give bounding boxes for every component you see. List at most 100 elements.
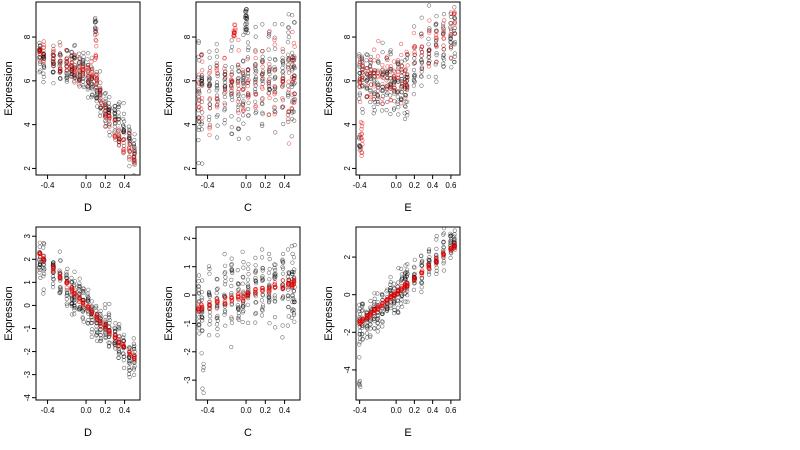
data-point (215, 326, 220, 332)
fitted-point (245, 83, 251, 89)
fitted-point (357, 99, 363, 105)
fitted-point (37, 47, 43, 53)
data-point (207, 89, 212, 94)
data-point (286, 296, 291, 302)
data-point (240, 319, 245, 325)
data-point (260, 123, 265, 128)
fitted-point (280, 285, 285, 290)
data-point (116, 355, 121, 361)
data-point (388, 49, 393, 55)
fitted-point (132, 352, 137, 358)
data-point (290, 293, 295, 298)
data-point (215, 123, 220, 128)
fitted-point (222, 66, 227, 71)
data-point (273, 110, 278, 115)
y-tick-label: -3 (183, 376, 192, 384)
fitted-point (196, 72, 202, 77)
data-point (127, 127, 132, 132)
fitted-point (89, 68, 95, 74)
x-tick-label: 0.0 (391, 181, 403, 190)
data-point (280, 49, 285, 54)
fitted-point (384, 56, 389, 61)
data-point (200, 161, 205, 166)
fitted-point (434, 43, 439, 48)
data-point (260, 57, 265, 63)
fitted-point (103, 105, 108, 110)
data-point (241, 94, 246, 99)
data-point (405, 299, 410, 304)
x-tick-label: -0.4 (353, 406, 367, 415)
data-point (396, 112, 401, 117)
fitted-point (411, 30, 417, 36)
fitted-point (426, 264, 431, 270)
data-point (131, 336, 136, 341)
data-point (116, 348, 121, 353)
fitted-point (214, 66, 219, 71)
data-point (93, 29, 98, 34)
data-point (385, 90, 390, 96)
data-point (259, 313, 265, 318)
data-point (103, 96, 108, 101)
panel-p1: -0.4 0.0 0.2 0.4 2 4 6 8 D Expression (3, 1, 141, 214)
fitted-point (214, 103, 219, 108)
data-point (132, 372, 137, 378)
data-point (207, 114, 212, 119)
fitted-point (392, 74, 397, 79)
fitted-point (388, 72, 393, 78)
fitted-point (396, 88, 401, 94)
data-point (72, 54, 77, 59)
data-point (235, 76, 240, 81)
fitted-point (399, 52, 404, 58)
data-point (391, 311, 397, 316)
data-point (266, 270, 272, 275)
data-point (280, 22, 285, 27)
fitted-point (291, 280, 296, 285)
data-point (292, 312, 297, 317)
data-point (281, 69, 286, 74)
data-point (86, 295, 91, 300)
fitted-point (69, 62, 74, 68)
data-point (222, 292, 227, 297)
data-point (85, 293, 90, 298)
data-point (58, 288, 63, 293)
data-point (412, 257, 417, 262)
fitted-point (214, 306, 220, 311)
x-axis-label: C (244, 202, 252, 214)
data-point (72, 305, 77, 311)
data-point (426, 257, 431, 262)
data-point (81, 286, 86, 291)
data-point (196, 127, 201, 132)
fitted-point (41, 45, 46, 50)
data-point (235, 281, 240, 286)
data-point (117, 100, 122, 105)
data-point (89, 94, 94, 100)
data-point (280, 266, 286, 271)
data-point (441, 29, 446, 34)
fitted-point (452, 245, 457, 250)
fitted-point (441, 251, 446, 257)
points-p1 (37, 15, 137, 175)
fitted-point (375, 307, 381, 312)
fitted-point (240, 87, 245, 92)
fitted-point (236, 83, 241, 88)
data-point (441, 268, 447, 273)
data-point (285, 40, 291, 45)
data-point (245, 302, 250, 307)
data-point (245, 282, 250, 287)
y-tick-label: 2 (183, 236, 192, 241)
fitted-point (121, 343, 126, 349)
data-point (69, 275, 74, 281)
x-tick-label: 0.0 (81, 181, 93, 190)
data-point (121, 119, 127, 124)
fitted-point (292, 91, 297, 97)
plot-frame (195, 1, 301, 176)
data-point (69, 295, 74, 300)
fitted-point (223, 75, 228, 80)
data-point (380, 69, 386, 74)
data-point (286, 62, 291, 67)
data-point (412, 78, 417, 84)
data-point (253, 255, 258, 261)
fitted-point (359, 126, 364, 132)
data-point (229, 344, 234, 350)
fitted-point (426, 262, 431, 268)
